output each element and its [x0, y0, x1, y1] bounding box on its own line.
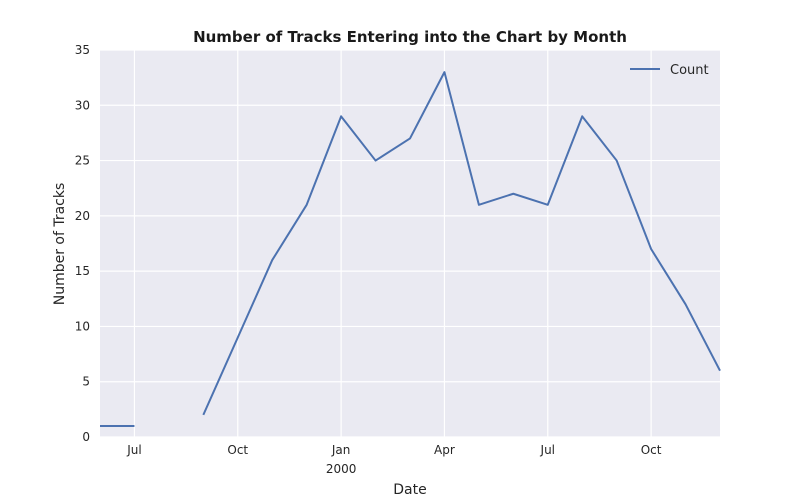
- y-tick-label: 35: [75, 43, 90, 57]
- x-axis-ticks: Jul Oct Jan 2000 Apr Jul Oct: [126, 443, 662, 476]
- y-tick-label: 10: [75, 319, 90, 333]
- y-tick-label: 15: [75, 264, 90, 278]
- series-line-count: [202, 71, 721, 416]
- series-layer: [100, 71, 721, 427]
- x-tick-label: Jan: [331, 443, 351, 457]
- x-tick-sublabel: 2000: [326, 462, 357, 476]
- x-axis-title: Date: [393, 482, 426, 498]
- y-axis-title: Number of Tracks: [52, 183, 68, 306]
- legend-label-count: Count: [670, 63, 709, 78]
- y-tick-label: 30: [75, 98, 90, 112]
- x-tick-label: Oct: [227, 443, 248, 457]
- x-tick-label: Apr: [434, 443, 455, 457]
- x-tick-label: Jul: [540, 443, 555, 457]
- chart-title: Number of Tracks Entering into the Chart…: [193, 28, 627, 46]
- y-tick-label: 0: [82, 430, 90, 444]
- legend: Count: [630, 63, 709, 78]
- y-tick-label: 20: [75, 209, 90, 223]
- y-tick-label: 25: [75, 154, 90, 168]
- y-axis-ticks: 0 5 10 15 20 25 30 35: [75, 43, 90, 444]
- y-grid: [100, 49, 720, 438]
- plot-area: [100, 50, 720, 437]
- x-tick-label: Oct: [641, 443, 662, 457]
- x-tick-label: Jul: [126, 443, 141, 457]
- y-tick-label: 5: [82, 375, 90, 389]
- x-grid: [133, 50, 652, 437]
